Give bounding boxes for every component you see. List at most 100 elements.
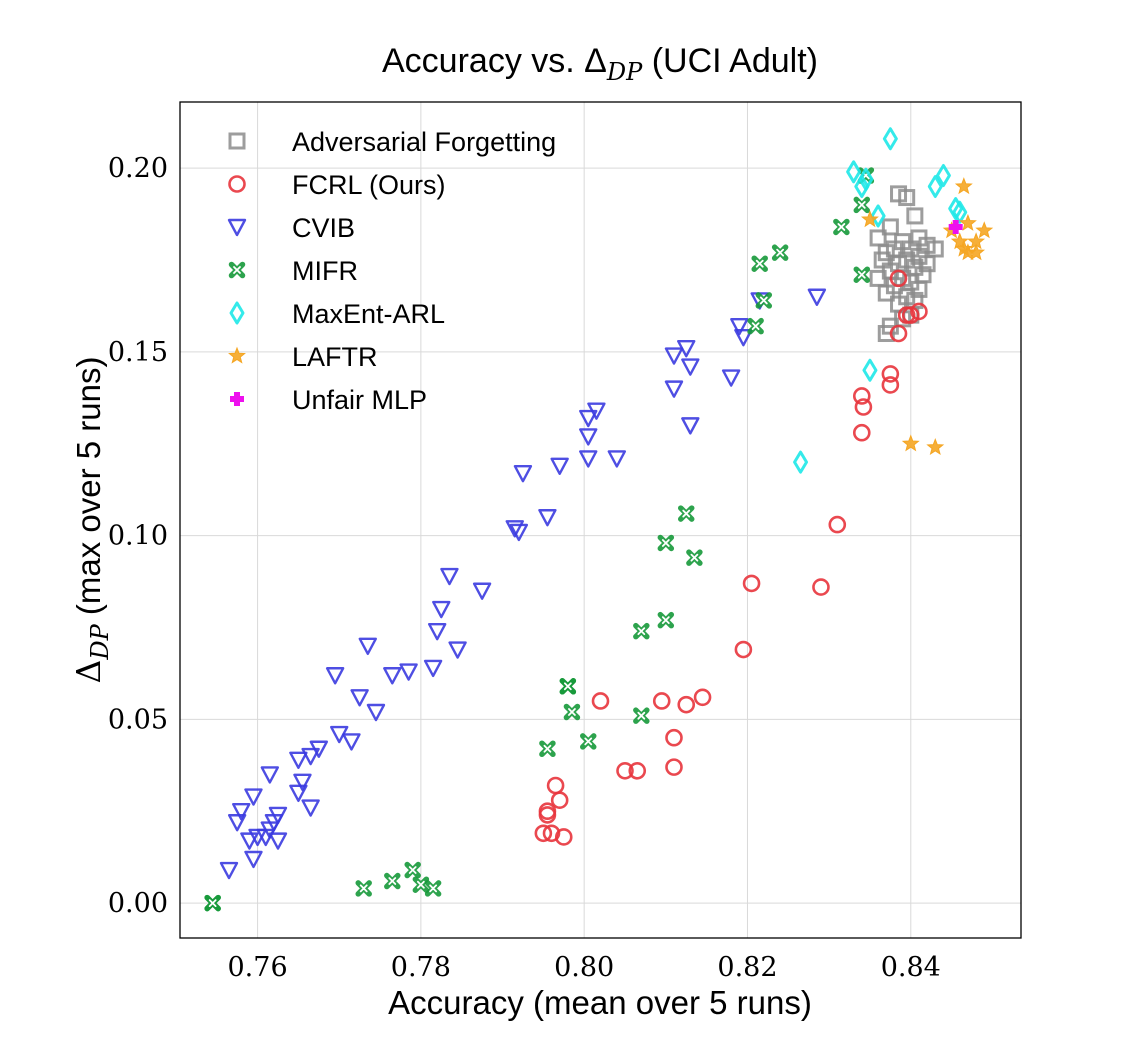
- data-point: [846, 160, 862, 184]
- data-point: [681, 358, 700, 376]
- legend-item: LAFTR: [228, 342, 378, 372]
- data-point: [366, 703, 386, 722]
- data-point: [652, 692, 671, 710]
- data-point: [862, 358, 878, 382]
- data-point: [918, 255, 936, 273]
- data-point: [747, 317, 764, 335]
- data-point: [399, 663, 418, 681]
- data-point: [734, 328, 753, 347]
- legend-label: MIFR: [292, 256, 358, 286]
- data-point: [591, 692, 610, 710]
- legend-label: CVIB: [292, 213, 355, 243]
- data-point: [693, 688, 712, 707]
- y-tick-label: 0.05: [108, 704, 168, 735]
- legend: Adversarial Forgetting FCRL (Ours) CVIB MIF…: [227, 127, 556, 415]
- data-point: [853, 266, 871, 283]
- data-point: [952, 200, 968, 224]
- plot-area-frame: [179, 101, 1022, 939]
- data-point: [881, 218, 899, 236]
- y-tick-label: 0.20: [108, 153, 168, 184]
- legend-label: LAFTR: [292, 342, 378, 372]
- data-point: [350, 689, 369, 707]
- data-point: [755, 292, 773, 309]
- data-point: [509, 523, 529, 542]
- legend-label: Adversarial Forgetting: [292, 127, 556, 157]
- data-point: [677, 505, 695, 522]
- data-point: [948, 219, 963, 234]
- data-point: [204, 894, 221, 912]
- data-point: [882, 127, 898, 151]
- data-point: [935, 163, 951, 187]
- x-axis-label: Accuracy (mean over 5 runs): [388, 984, 812, 1021]
- data-point: [550, 791, 569, 809]
- data-point: [812, 578, 830, 596]
- legend-label: FCRL (Ours): [292, 170, 446, 200]
- data-point: [910, 302, 928, 321]
- data-point: [881, 376, 900, 394]
- data-point: [240, 832, 259, 850]
- data-point: [219, 861, 239, 880]
- data-point: [828, 515, 847, 534]
- data-point: [954, 239, 973, 257]
- data-point: [563, 703, 581, 721]
- series-cvib: [219, 288, 827, 880]
- data-point: [901, 434, 920, 452]
- legend-item: MIFR: [228, 256, 358, 286]
- data-point: [967, 243, 986, 261]
- data-point: [542, 824, 561, 843]
- data-point: [554, 828, 573, 846]
- x-tick-label: 0.76: [228, 952, 288, 983]
- data-point: [854, 398, 873, 416]
- legend-marker: [227, 218, 247, 237]
- data-point: [833, 218, 850, 236]
- data-point: [870, 204, 886, 228]
- data-point: [898, 189, 916, 207]
- data-point: [342, 733, 361, 751]
- data-point: [260, 766, 280, 784]
- series-mifr: [204, 167, 875, 912]
- data-point: [505, 520, 524, 538]
- data-point: [538, 509, 557, 527]
- legend-marker: [228, 175, 246, 193]
- data-point: [681, 417, 700, 435]
- legend-item: Adversarial Forgetting: [228, 127, 556, 157]
- data-point: [927, 175, 943, 199]
- data-point: [958, 213, 977, 231]
- legend-item: Unfair MLP: [230, 385, 427, 415]
- data-point: [807, 288, 827, 306]
- data-point: [858, 167, 874, 191]
- data-point: [580, 733, 597, 750]
- data-point: [686, 549, 703, 566]
- data-point: [664, 380, 684, 398]
- legend-marker: [228, 346, 246, 364]
- data-point: [633, 622, 650, 640]
- data-point: [404, 861, 421, 879]
- data-point: [889, 269, 908, 288]
- data-point: [869, 269, 887, 287]
- y-axis-label: ΔDP (max over 5 runs): [69, 357, 114, 684]
- data-point: [534, 824, 553, 843]
- series-fcrl-ours: [534, 269, 928, 846]
- data-point: [926, 438, 945, 456]
- data-point: [289, 751, 308, 769]
- data-point: [975, 221, 994, 239]
- legend-label: Unfair MLP: [292, 385, 427, 415]
- data-point: [734, 640, 753, 659]
- data-point: [268, 832, 288, 850]
- data-point: [657, 534, 675, 552]
- data-point: [607, 450, 627, 468]
- data-point: [854, 175, 870, 199]
- data-point: [881, 365, 900, 383]
- data-point: [954, 177, 973, 195]
- data-point: [751, 255, 768, 272]
- data-point: [950, 232, 969, 250]
- data-point: [289, 784, 308, 803]
- data-point: [424, 880, 442, 897]
- data-point: [427, 622, 447, 641]
- data-point: [383, 667, 402, 685]
- data-point: [244, 788, 263, 806]
- data-point: [293, 773, 312, 792]
- data-point: [677, 695, 696, 714]
- data-point: [579, 409, 598, 428]
- chart-title: Accuracy vs. ΔDP (UCI Adult): [382, 42, 818, 86]
